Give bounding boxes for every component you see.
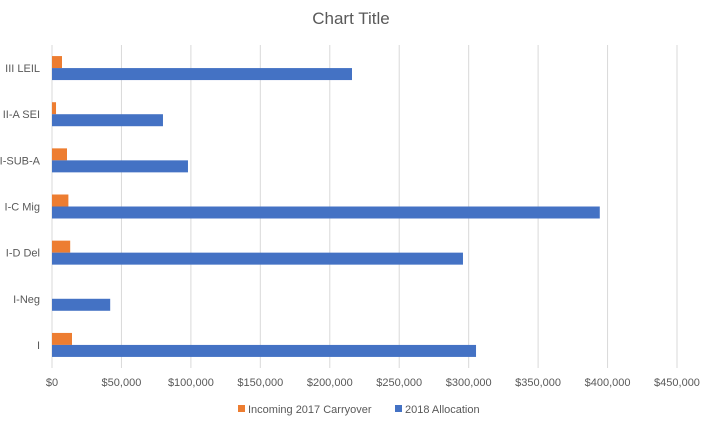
x-tick-label: $50,000 <box>102 377 142 389</box>
legend-label: 2018 Allocation <box>405 404 480 416</box>
bar-allocation <box>52 298 111 311</box>
bar-carryover <box>52 102 57 115</box>
bar-carryover <box>52 240 71 253</box>
bar-carryover <box>52 194 69 207</box>
category-label: I-D Del <box>6 248 40 260</box>
x-tick-label: $450,000 <box>654 377 700 389</box>
bar-allocation <box>52 344 477 357</box>
bar-allocation <box>52 206 600 219</box>
bar-allocation <box>52 160 188 173</box>
bar-allocation <box>52 114 163 127</box>
x-tick-label: $350,000 <box>515 377 561 389</box>
category-label: I <box>37 340 40 352</box>
x-tick-label: $400,000 <box>585 377 631 389</box>
legend-swatch <box>238 405 245 412</box>
x-tick-label: $250,000 <box>376 377 422 389</box>
x-tick-label: $300,000 <box>446 377 492 389</box>
bar-carryover <box>52 332 72 345</box>
x-tick-label: $200,000 <box>307 377 353 389</box>
bar-allocation <box>52 68 352 81</box>
bar-carryover <box>52 56 62 69</box>
legend-swatch <box>395 405 402 412</box>
x-tick-label: $0 <box>46 377 58 389</box>
x-tick-label: $150,000 <box>237 377 283 389</box>
category-label: III LEIL <box>5 63 40 75</box>
legend-label: Incoming 2017 Carryover <box>248 404 372 416</box>
chart-title: Chart Title <box>312 9 389 28</box>
bar-allocation <box>52 252 463 265</box>
category-label: I-Neg <box>13 294 40 306</box>
category-label: I-C Mig <box>5 202 40 214</box>
x-tick-label: $100,000 <box>168 377 214 389</box>
category-label: SI-SUB-A <box>0 155 41 167</box>
bar-carryover <box>52 148 67 161</box>
category-label: II-A SEI <box>3 109 40 121</box>
